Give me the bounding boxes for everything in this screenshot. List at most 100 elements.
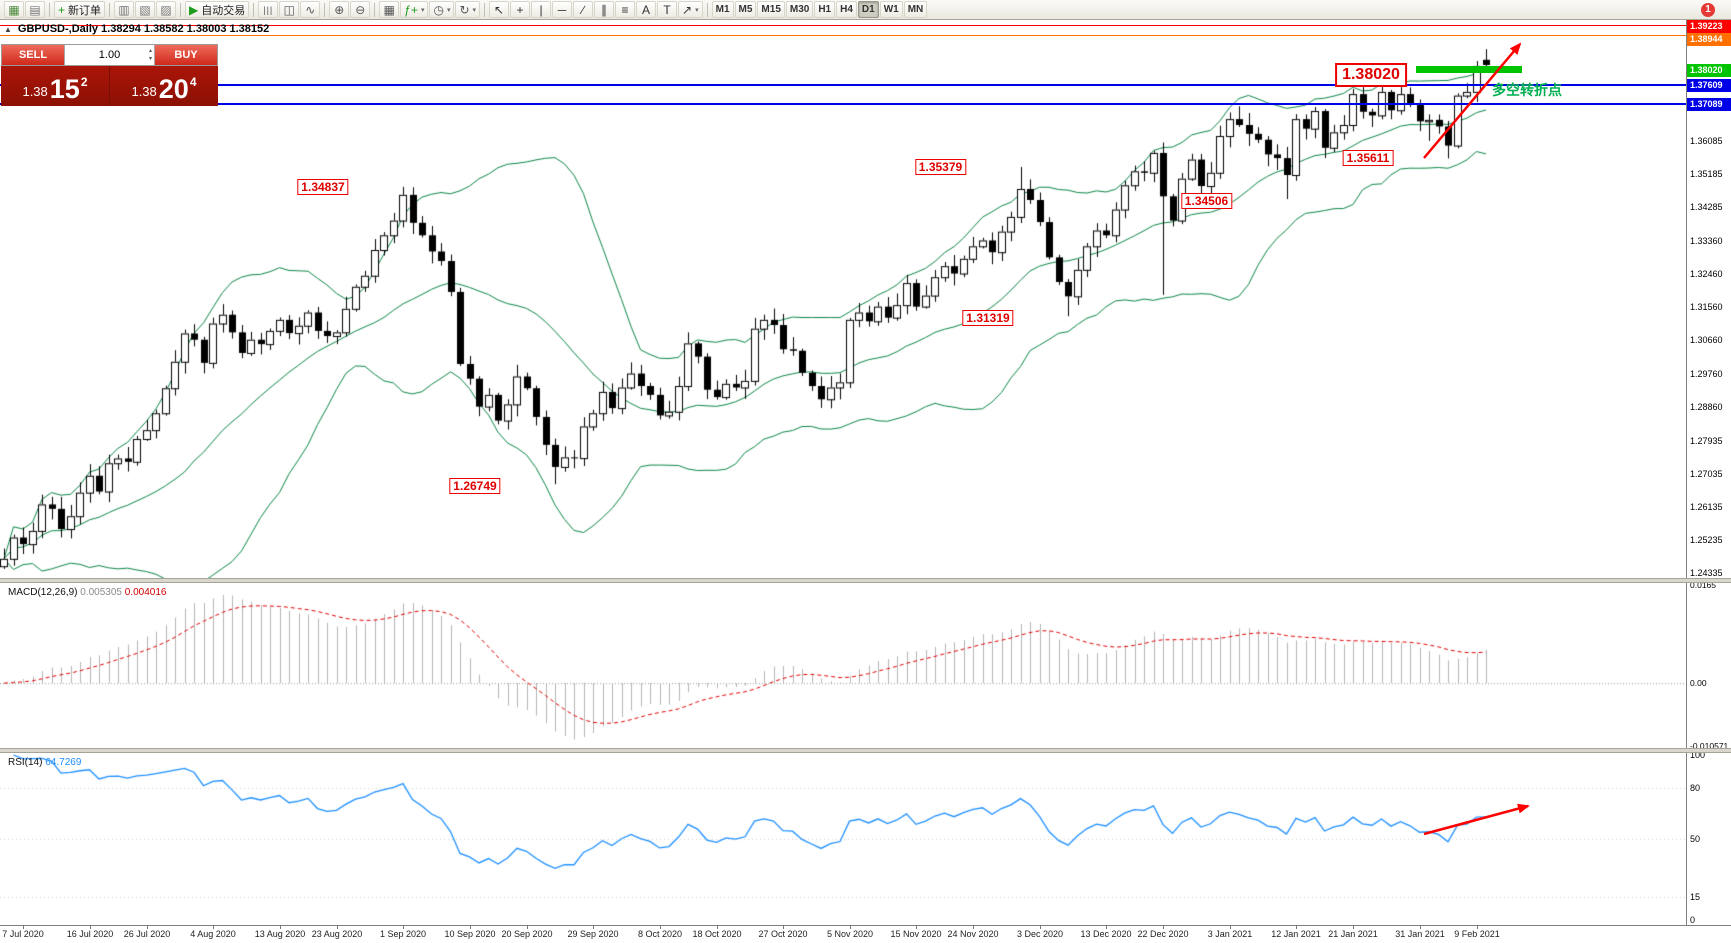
timeframe-button-H4[interactable]: H4: [836, 1, 857, 18]
indicators-icon[interactable]: ƒ+ ▾: [400, 1, 429, 18]
price-annotation[interactable]: 1.35379: [914, 158, 967, 175]
price-annotation[interactable]: 1.31319: [962, 310, 1014, 327]
timeframe-button-D1[interactable]: D1: [857, 1, 879, 18]
timeframe-button-M15[interactable]: M15: [757, 1, 785, 18]
date-label: 13 Aug 2020: [254, 929, 306, 939]
horizontal-level-line[interactable]: [0, 35, 1686, 37]
volume-input[interactable]: 1.00 ▴ ▾: [64, 45, 155, 65]
notification-badge[interactable]: 1: [1701, 2, 1715, 17]
market-watch-icon[interactable]: ▥: [114, 1, 135, 18]
rsi-axis-label: 0: [1690, 915, 1696, 925]
horizontal-level-line[interactable]: [0, 103, 1686, 106]
one-click-collapse-icon[interactable]: ▲: [4, 25, 12, 34]
indicators-icon: ƒ+: [404, 2, 418, 17]
timeframe-button-M1[interactable]: M1: [711, 1, 734, 18]
date-label: 5 Nov 2020: [826, 929, 874, 939]
macd-panel-canvas[interactable]: [0, 583, 1686, 748]
sell-button[interactable]: SELL: [2, 45, 64, 65]
zoom-out-icon[interactable]: ⊖: [350, 1, 371, 18]
navigator-icon[interactable]: ▨: [156, 1, 177, 18]
resistance-bar[interactable]: [1416, 66, 1522, 74]
templates-icon[interactable]: ↻ ▾: [455, 1, 481, 18]
toolbar: ▦ ▤ + 新订单 ▥ ▧ ▨ ▶ 自动交易 ||| ◫ ∿ ⊕ ⊖ ▦ ƒ+ ▾ ◷ ▾ ↻ ▾ ↖ + | ─ ∕ ∥ ≡ A T ↗ ▾…: [0, 0, 1731, 20]
vertical-line-icon[interactable]: |: [531, 1, 552, 18]
arrows-icon[interactable]: ↗ ▾: [678, 1, 703, 18]
chevron-down-icon: ▾: [695, 6, 699, 14]
channel-icon[interactable]: ∥: [594, 1, 615, 18]
periods-icon[interactable]: ◷ ▾: [429, 1, 455, 18]
panel-splitter[interactable]: [0, 748, 1731, 753]
chart-profiles-icon[interactable]: ▤: [25, 1, 45, 18]
date-label: 3 Dec 2020: [1016, 929, 1064, 939]
bid-pips: 15: [49, 74, 80, 104]
buy-button[interactable]: BUY: [155, 45, 217, 65]
rsi-panel-canvas[interactable]: [0, 753, 1686, 925]
horizontal-line-icon[interactable]: ─: [552, 1, 573, 18]
toolbar-separator: [253, 2, 255, 17]
new-order-button[interactable]: + 新订单: [54, 1, 106, 18]
timeframe-button-MN[interactable]: MN: [903, 1, 928, 18]
panel-splitter[interactable]: [0, 578, 1731, 583]
candles-chart-icon[interactable]: ◫: [279, 1, 300, 18]
date-label: 7 Jul 2020: [2, 929, 44, 939]
price-axis-label: 1.33360: [1690, 236, 1723, 247]
data-window-icon[interactable]: ▧: [135, 1, 156, 18]
date-label: 26 Jul 2020: [123, 929, 171, 939]
date-label: 15 Nov 2020: [890, 929, 942, 939]
toolbar-separator: [180, 2, 182, 17]
date-label: 10 Sep 2020: [444, 929, 496, 939]
date-label: 31 Jan 2021: [1395, 929, 1445, 939]
horizontal-level-line[interactable]: [0, 83, 1686, 86]
tile-windows-icon[interactable]: ▦: [379, 1, 400, 18]
volume-spinner[interactable]: ▴ ▾: [149, 47, 152, 63]
macd-indicator-label: MACD(12,26,9) 0.005305 0.004016: [8, 587, 166, 598]
line-chart-icon[interactable]: ∿: [300, 1, 321, 18]
new-order-button: +: [58, 2, 66, 17]
crosshair-icon[interactable]: +: [510, 1, 531, 18]
bars-chart-icon[interactable]: |||: [258, 1, 279, 18]
volume-value: 1.00: [98, 49, 121, 61]
trendline-icon[interactable]: ∕: [573, 1, 594, 18]
price-axis-label: 1.27035: [1690, 468, 1723, 479]
price-axis-label: 1.29760: [1690, 368, 1723, 379]
bars-chart-icon: |||: [263, 4, 274, 15]
price-annotation[interactable]: 1.38020: [1335, 62, 1407, 87]
rsi-name: RSI(14): [8, 757, 43, 768]
date-label: 24 Nov 2020: [947, 929, 999, 939]
ask-pips: 20: [158, 74, 189, 104]
cursor-icon[interactable]: ↖: [489, 1, 510, 18]
price-annotation[interactable]: 1.34506: [1180, 193, 1233, 210]
chart-symbol-ohlc: ▲ GBPUSD-,Daily 1.38294 1.38582 1.38003 1…: [4, 23, 269, 35]
fibonacci-icon[interactable]: ≡: [615, 1, 636, 18]
price-annotation[interactable]: 1.26749: [449, 478, 501, 495]
spinner-down-icon[interactable]: ▾: [148, 56, 152, 62]
date-label: 1 Sep 2020: [379, 929, 427, 939]
autotrading-button[interactable]: ▶ 自动交易: [185, 1, 250, 18]
spinner-up-icon[interactable]: ▴: [148, 48, 152, 54]
text-icon[interactable]: A: [636, 1, 657, 18]
timeframe-button-M5[interactable]: M5: [734, 1, 757, 18]
rsi-axis-label: 100: [1690, 750, 1706, 760]
timeframe-button-W1[interactable]: W1: [879, 1, 903, 18]
symbol-ohlc-text: GBPUSD-,Daily 1.38294 1.38582 1.38003 1.…: [17, 23, 270, 35]
price-axis-flag: 1.37609: [1687, 78, 1731, 92]
horizontal-level-line[interactable]: [0, 25, 1686, 27]
price-axis-border: [1686, 20, 1687, 925]
new-chart-icon[interactable]: ▦: [4, 1, 24, 18]
market-watch-icon: ▥: [118, 2, 130, 17]
label-icon[interactable]: T: [657, 1, 678, 18]
price-annotation[interactable]: 1.35611: [1342, 150, 1394, 167]
date-label: 12 Jan 2021: [1271, 929, 1321, 939]
date-label: 16 Jul 2020: [66, 929, 114, 939]
date-axis-strip[interactable]: [0, 925, 1731, 943]
date-label: 3 Jan 2021: [1207, 929, 1253, 939]
price-annotation[interactable]: 1.34837: [297, 178, 349, 195]
price-chart-canvas[interactable]: [0, 20, 1686, 578]
macd-axis-label: 0.0165: [1690, 580, 1716, 590]
timeframe-button-M30[interactable]: M30: [785, 1, 814, 18]
date-label: 18 Oct 2020: [692, 929, 742, 939]
timeframe-button-H1[interactable]: H1: [814, 1, 836, 18]
turning-point-label[interactable]: 多空转折点: [1492, 82, 1562, 98]
zoom-in-icon[interactable]: ⊕: [329, 1, 350, 18]
